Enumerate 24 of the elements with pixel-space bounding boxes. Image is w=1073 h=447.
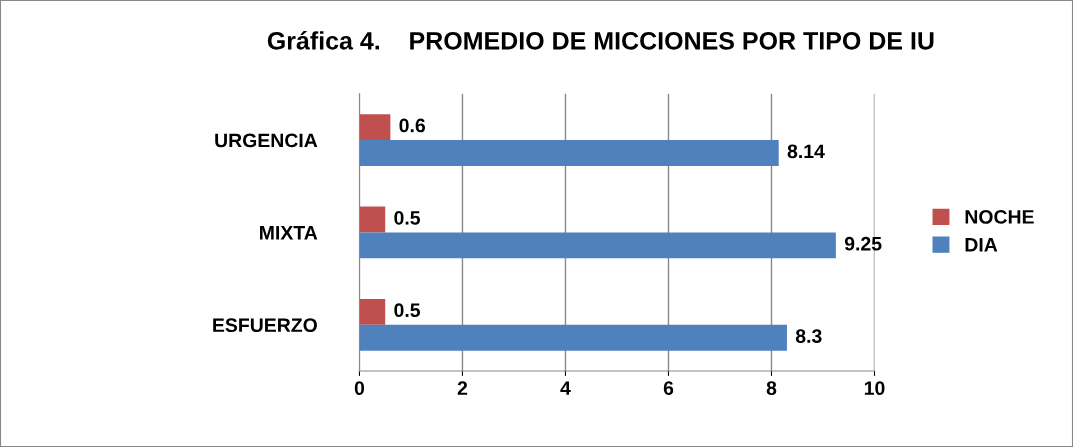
x-tick-label: 2 bbox=[457, 381, 468, 395]
y-tick-label: ESFUERZO bbox=[213, 318, 317, 333]
chart-title: Gráfica 4. PROMEDIO DE MICCIONES POR TIPO DE IU bbox=[267, 31, 934, 50]
data-label: 8.3 bbox=[795, 329, 822, 343]
data-label: 9.25 bbox=[844, 236, 882, 251]
x-tick-label: 10 bbox=[864, 381, 885, 396]
x-tick-label: 0 bbox=[354, 381, 365, 396]
bar bbox=[359, 232, 836, 259]
bar bbox=[359, 206, 386, 233]
data-label: 0.6 bbox=[399, 118, 426, 133]
bar bbox=[359, 114, 391, 141]
x-tick-label: 8 bbox=[766, 381, 777, 396]
x-tick-label: 4 bbox=[560, 381, 571, 395]
bar bbox=[359, 324, 787, 351]
bar bbox=[359, 298, 386, 325]
legend-label: DIA bbox=[965, 238, 998, 252]
bar bbox=[359, 140, 779, 166]
y-tick-label: MIXTA bbox=[260, 226, 318, 240]
data-label: 0.5 bbox=[394, 303, 421, 318]
y-tick-label: URGENCIA bbox=[215, 133, 318, 148]
legend-label: NOCHE bbox=[965, 209, 1034, 224]
x-tick-label: 6 bbox=[663, 381, 674, 396]
data-label: 0.5 bbox=[394, 210, 421, 225]
data-label: 8.14 bbox=[787, 144, 825, 159]
